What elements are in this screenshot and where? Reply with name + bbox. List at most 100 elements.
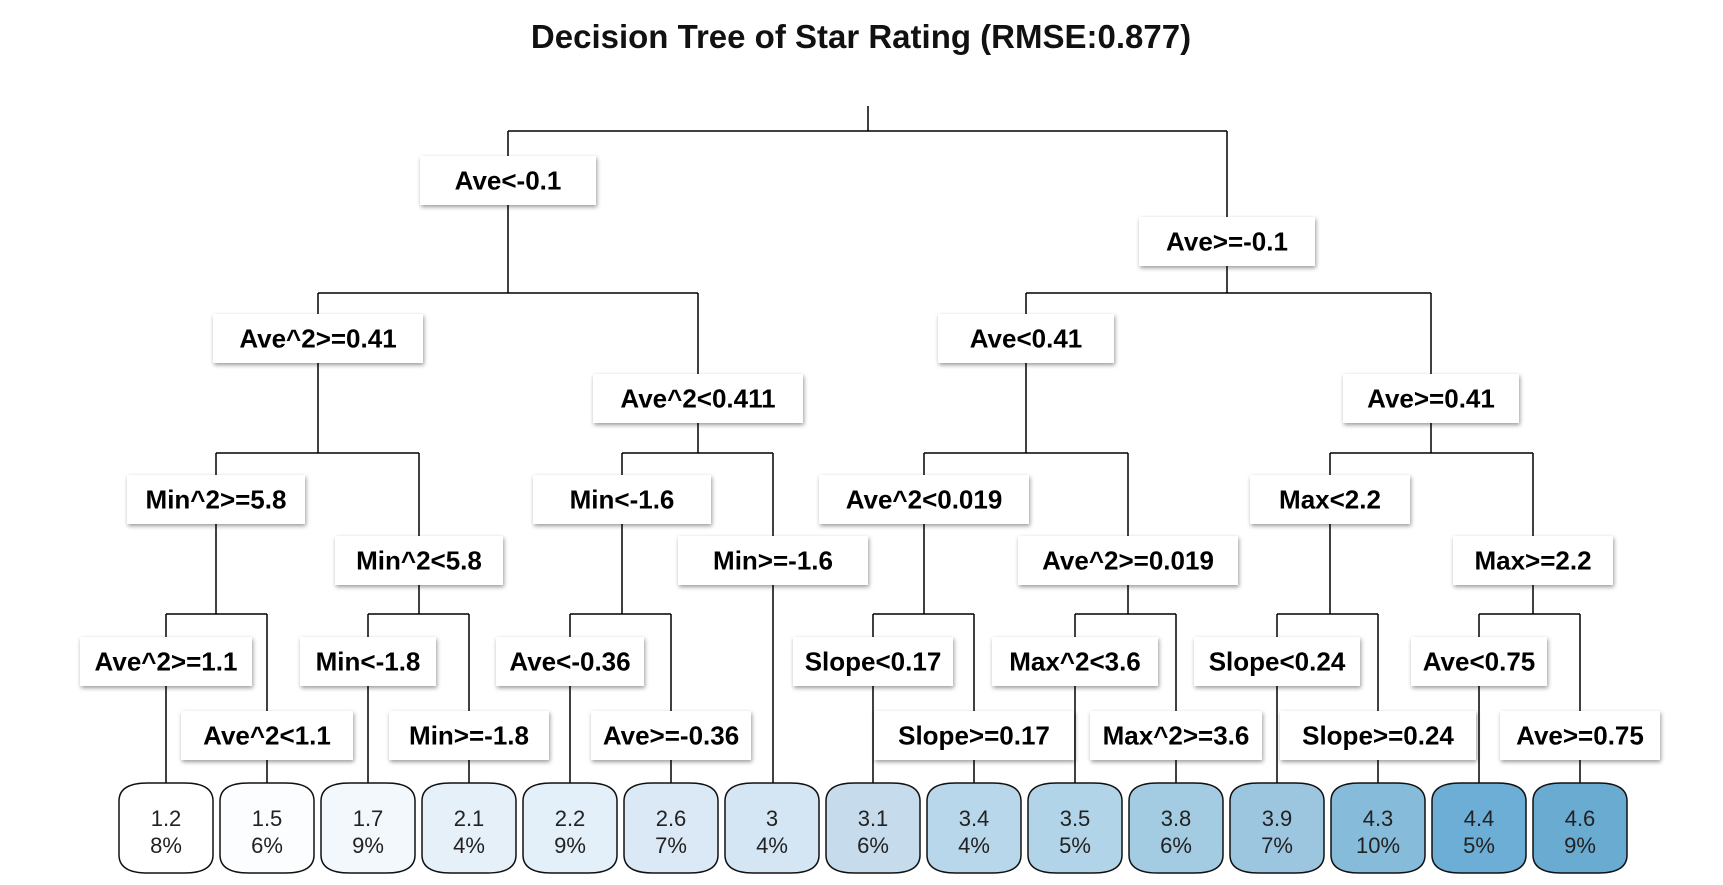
leaf-shape: [1431, 782, 1527, 874]
split-box: [1194, 637, 1360, 686]
split-label: Ave<-0.1: [455, 166, 562, 196]
split-box: [678, 536, 868, 585]
leaf-percent: 4%: [958, 833, 990, 858]
split-box: [1280, 711, 1476, 760]
split-label: Min<-1.8: [316, 647, 421, 677]
split-box: [389, 711, 549, 760]
leaf-percent: 4%: [453, 833, 485, 858]
leaf-shape: [1229, 782, 1325, 874]
split-label: Ave>=0.75: [1516, 721, 1644, 751]
split-label: Max<2.2: [1279, 485, 1381, 515]
split-box: [1411, 637, 1547, 686]
split-node-s-slope-ge-0.17: Slope>=0.17: [874, 711, 1074, 760]
leaf-shape: [926, 782, 1022, 874]
leaf-node: 4.310%: [1330, 782, 1426, 874]
leaf-value: 3.4: [959, 806, 990, 831]
split-label: Max>=2.2: [1474, 546, 1591, 576]
split-label: Ave>=-0.36: [603, 721, 739, 751]
leaf-value: 1.2: [151, 806, 182, 831]
split-node-s-ave2-lt-0.019: Ave^2<0.019: [819, 475, 1029, 524]
leaf-node: 2.67%: [623, 782, 719, 874]
leaf-value: 4.3: [1363, 806, 1394, 831]
split-label: Ave^2<0.019: [846, 485, 1003, 515]
split-box: [127, 475, 305, 524]
split-box: [1018, 536, 1238, 585]
leaf-shape: [623, 782, 719, 874]
split-node-s-slope-ge-0.24: Slope>=0.24: [1280, 711, 1476, 760]
split-node-s-min-ge-neg1.6: Min>=-1.6: [678, 536, 868, 585]
split-node-s-ave2-lt-1.1: Ave^2<1.1: [181, 711, 353, 760]
leaf-nodes: 1.28%1.56%1.79%2.14%2.29%2.67%34%3.16%3.…: [118, 782, 1628, 874]
leaf-shape: [1128, 782, 1224, 874]
split-label: Ave<0.41: [970, 324, 1083, 354]
split-node-s-ave-lt-0.75: Ave<0.75: [1411, 637, 1547, 686]
split-label: Min^2<5.8: [356, 546, 482, 576]
split-node-s-ave-ge-0.41: Ave>=0.41: [1343, 374, 1519, 423]
leaf-node: 2.14%: [421, 782, 517, 874]
split-node-s-ave2-ge-1.1: Ave^2>=1.1: [80, 637, 252, 686]
split-node-s-ave-lt-neg0.1: Ave<-0.1: [420, 156, 596, 205]
split-label: Slope<0.17: [805, 647, 942, 677]
split-box: [1453, 536, 1613, 585]
split-label: Ave^2>=0.41: [239, 324, 396, 354]
split-box: [819, 475, 1029, 524]
split-node-s-max-lt-2.2: Max<2.2: [1250, 475, 1410, 524]
leaf-shape: [421, 782, 517, 874]
leaf-shape: [118, 782, 214, 874]
leaf-percent: 7%: [655, 833, 687, 858]
leaf-percent: 9%: [554, 833, 586, 858]
split-box: [335, 536, 503, 585]
leaf-percent: 6%: [1160, 833, 1192, 858]
leaf-percent: 5%: [1463, 833, 1495, 858]
split-node-s-max2-lt-3.6: Max^2<3.6: [992, 637, 1158, 686]
leaf-percent: 10%: [1356, 833, 1400, 858]
leaf-node: 34%: [724, 782, 820, 874]
split-box: [1343, 374, 1519, 423]
split-node-s-min-lt-neg1.8: Min<-1.8: [300, 637, 436, 686]
leaf-node: 1.79%: [320, 782, 416, 874]
leaf-value: 2.2: [555, 806, 586, 831]
split-label: Min>=-1.6: [713, 546, 833, 576]
leaf-shape: [320, 782, 416, 874]
leaf-percent: 9%: [352, 833, 384, 858]
split-label: Min>=-1.8: [409, 721, 529, 751]
split-label: Max^2<3.6: [1009, 647, 1141, 677]
split-node-s-max2-ge-3.6: Max^2>=3.6: [1090, 711, 1262, 760]
leaf-value: 1.7: [353, 806, 384, 831]
leaf-node: 2.29%: [522, 782, 618, 874]
split-node-s-max-ge-2.2: Max>=2.2: [1453, 536, 1613, 585]
leaf-percent: 7%: [1261, 833, 1293, 858]
leaf-node: 4.69%: [1532, 782, 1628, 874]
leaf-value: 1.5: [252, 806, 283, 831]
split-box: [874, 711, 1074, 760]
leaf-value: 4.4: [1464, 806, 1495, 831]
split-label: Ave>=-0.1: [1166, 227, 1288, 257]
leaf-value: 3.5: [1060, 806, 1091, 831]
leaf-shape: [522, 782, 618, 874]
leaf-node: 3.44%: [926, 782, 1022, 874]
leaf-percent: 9%: [1564, 833, 1596, 858]
split-node-s-ave2-ge-0.41: Ave^2>=0.41: [213, 314, 423, 363]
leaf-value: 3: [766, 806, 778, 831]
split-node-s-ave-ge-0.75: Ave>=0.75: [1500, 711, 1660, 760]
leaf-shape: [724, 782, 820, 874]
split-node-s-min-lt-neg1.6: Min<-1.6: [533, 475, 711, 524]
split-node-s-ave-ge-neg0.1: Ave>=-0.1: [1139, 217, 1315, 266]
split-box: [181, 711, 353, 760]
leaf-value: 4.6: [1565, 806, 1596, 831]
split-box: [300, 637, 436, 686]
split-box: [593, 374, 803, 423]
split-node-s-ave2-lt-0.411: Ave^2<0.411: [593, 374, 803, 423]
split-box: [938, 314, 1114, 363]
split-node-s-min-ge-neg1.8: Min>=-1.8: [389, 711, 549, 760]
leaf-percent: 6%: [857, 833, 889, 858]
split-label: Ave^2<0.411: [620, 384, 775, 414]
split-box: [1139, 217, 1315, 266]
split-node-s-ave-ge-neg0.36: Ave>=-0.36: [591, 711, 751, 760]
leaf-percent: 5%: [1059, 833, 1091, 858]
leaf-value: 3.9: [1262, 806, 1293, 831]
split-label: Ave^2>=0.019: [1042, 546, 1214, 576]
leaf-node: 3.55%: [1027, 782, 1123, 874]
leaf-value: 2.6: [656, 806, 687, 831]
